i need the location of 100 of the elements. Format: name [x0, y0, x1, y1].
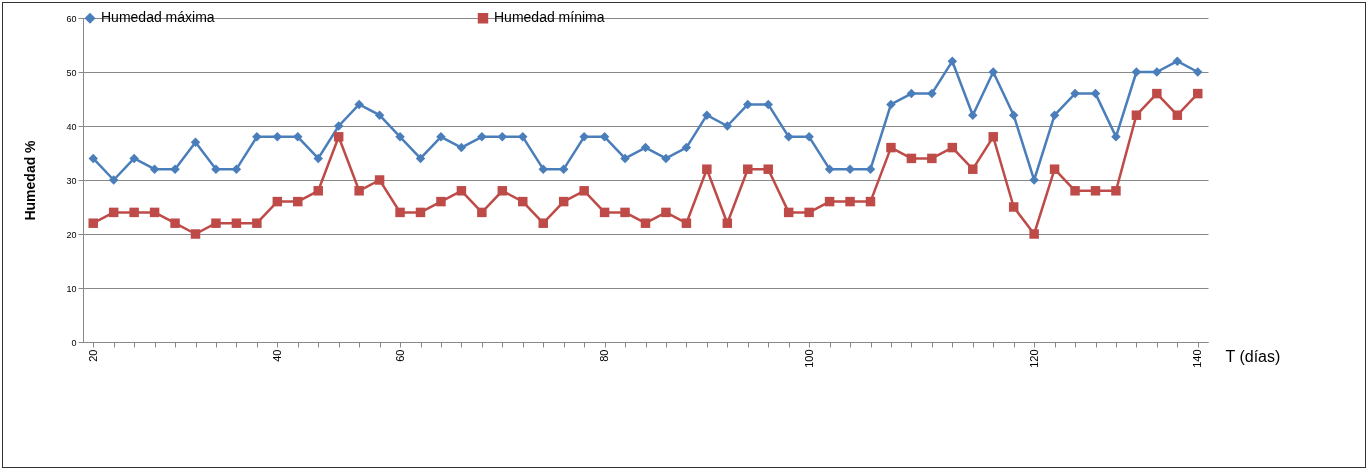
point [313, 153, 323, 164]
point [804, 132, 814, 142]
point [1008, 202, 1019, 212]
point [968, 164, 978, 174]
y-tick-label: 50 [66, 67, 77, 78]
point [88, 218, 98, 228]
point [456, 186, 467, 196]
legend-label: Humedad máxima [101, 9, 215, 26]
y-tick-label: 40 [66, 121, 77, 132]
y-tick-label: 10 [66, 283, 77, 294]
y-tick-label: 20 [66, 229, 77, 240]
point [108, 175, 119, 185]
point [1070, 186, 1080, 196]
point [661, 153, 671, 164]
point [497, 186, 508, 196]
legend-label: Humedad mínima [494, 9, 605, 26]
point [927, 88, 937, 99]
y-tick-label: 0 [71, 337, 77, 348]
point [599, 132, 610, 142]
point [620, 153, 630, 164]
x-axis-title: T (días) [1225, 347, 1281, 365]
point [804, 207, 814, 218]
y-tick-label: 30 [66, 175, 77, 186]
point [1172, 56, 1183, 66]
point [518, 196, 528, 207]
point [865, 196, 876, 207]
point [1172, 110, 1183, 120]
point [477, 207, 487, 218]
x-tick-label: 20 [86, 349, 99, 362]
point [190, 229, 201, 239]
point [293, 196, 303, 207]
point [518, 132, 528, 142]
point [1008, 110, 1019, 120]
point [374, 110, 385, 120]
point [906, 153, 917, 164]
point [640, 142, 651, 153]
point [190, 137, 201, 147]
point [783, 132, 794, 142]
x-tick-label: 60 [393, 349, 406, 362]
x-tick-label: 40 [270, 349, 283, 362]
point [886, 99, 896, 110]
point [313, 186, 323, 196]
point [1090, 186, 1101, 196]
point [824, 196, 835, 207]
point [947, 56, 958, 66]
point [293, 132, 303, 142]
point [743, 164, 753, 174]
point [681, 142, 692, 153]
point [661, 207, 671, 218]
point [620, 207, 630, 218]
point [906, 88, 917, 99]
point [947, 142, 958, 153]
point [252, 132, 262, 142]
point [886, 142, 896, 153]
point [374, 175, 385, 185]
point [108, 207, 119, 218]
point [333, 121, 344, 131]
point [456, 142, 467, 153]
point [149, 207, 160, 218]
point [333, 132, 344, 142]
point [865, 164, 876, 174]
point [252, 218, 262, 228]
x-tick-label: 80 [598, 349, 611, 362]
point [1070, 88, 1080, 99]
point [538, 164, 548, 174]
point [824, 164, 835, 174]
point [211, 218, 221, 228]
point [702, 110, 712, 120]
point [722, 121, 733, 131]
point [681, 218, 692, 228]
point [149, 164, 160, 174]
point [436, 196, 446, 207]
point [722, 218, 733, 228]
x-tick-label: 100 [802, 349, 815, 368]
point [231, 164, 242, 174]
point [1111, 186, 1121, 196]
point [170, 218, 180, 228]
point [538, 218, 548, 228]
point [354, 186, 364, 196]
point [927, 153, 937, 164]
point [1090, 88, 1101, 99]
y-tick-label: 60 [66, 13, 77, 24]
point [968, 110, 978, 120]
x-tick-label: 120 [1027, 349, 1040, 368]
point [231, 218, 242, 228]
point [579, 132, 589, 142]
point [579, 186, 589, 196]
point [415, 153, 426, 164]
point [988, 132, 998, 142]
point [783, 207, 794, 218]
x-tick-label: 140 [1191, 349, 1204, 368]
point [1131, 110, 1142, 120]
point [129, 153, 139, 164]
point [1049, 164, 1060, 174]
point [1152, 88, 1162, 99]
point [477, 132, 487, 142]
point [743, 99, 753, 110]
point [640, 218, 651, 228]
point [395, 207, 405, 218]
point [845, 196, 855, 207]
